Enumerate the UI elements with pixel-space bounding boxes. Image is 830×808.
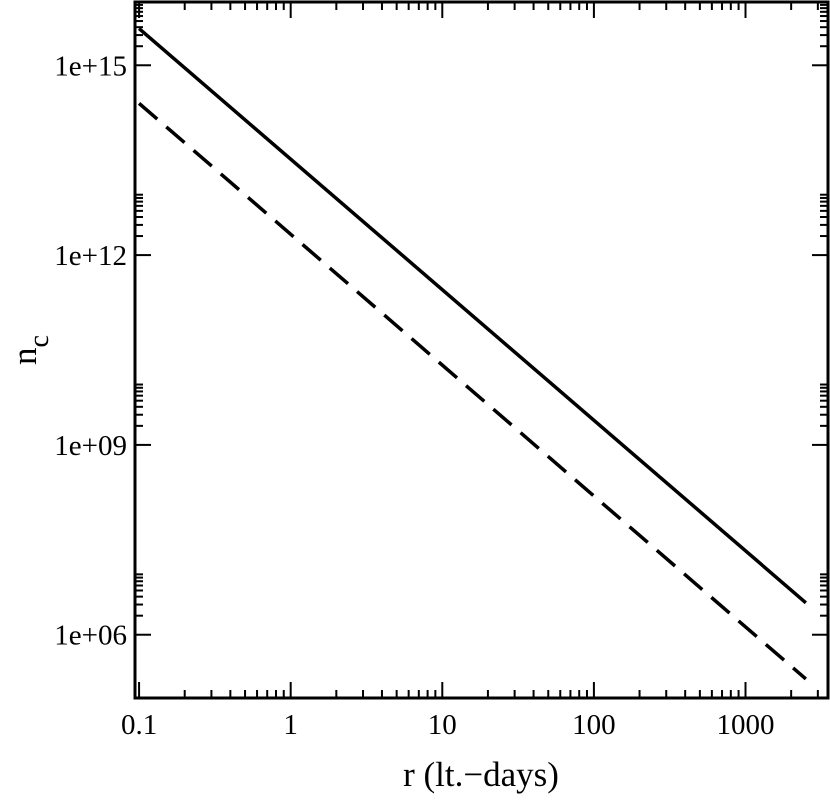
x-tick-label: 1: [283, 709, 298, 741]
y-axis-label-main: n: [5, 347, 44, 365]
y-tick-label: 1e+09: [54, 430, 127, 462]
y-axis-label-sub: c: [24, 335, 55, 347]
x-tick-label: 10: [428, 709, 457, 741]
x-tick-label: 100: [572, 709, 616, 741]
y-axis-label: nc: [5, 335, 55, 365]
x-tick-label: 0.1: [121, 709, 157, 741]
series-line: [137, 27, 807, 605]
y-tick-label: 1e+12: [54, 240, 127, 272]
series-line: [137, 102, 807, 681]
x-axis-label: r (lt.−days): [403, 755, 559, 794]
x-tick-label: 1000: [717, 709, 775, 741]
y-tick-label: 1e+06: [54, 620, 127, 652]
plot-frame: [133, 0, 830, 700]
y-tick-label: 1e+15: [54, 50, 127, 82]
